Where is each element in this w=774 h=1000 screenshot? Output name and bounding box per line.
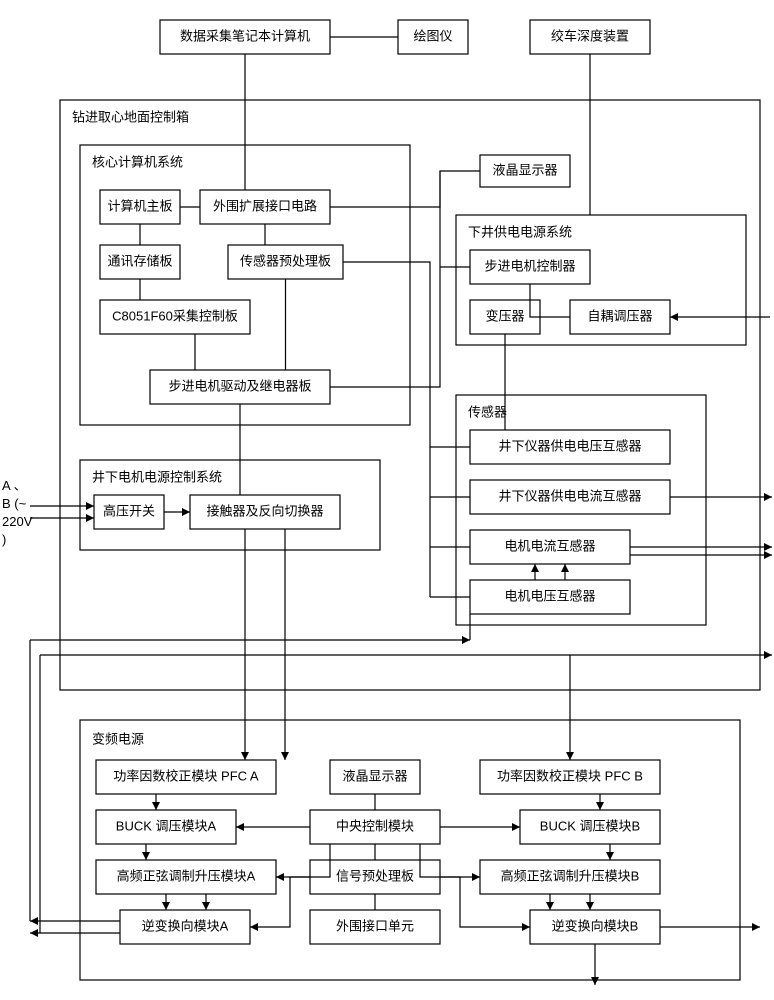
mvolt-up2-head-end xyxy=(561,564,569,572)
buck-a-label: BUCK 调压模块A xyxy=(116,818,217,833)
inv-b-label: 逆变换向模块B xyxy=(552,918,639,933)
curr-out-ext-head-end xyxy=(764,493,772,501)
invb-down-head-end xyxy=(591,977,599,985)
stepper-ctrl-label: 步进电机控制器 xyxy=(484,258,575,273)
central-hfsina-head-end xyxy=(276,873,284,881)
down-power-sys-title: 下井供电电源系统 xyxy=(468,224,572,239)
vfd-frame xyxy=(80,720,740,980)
motor-volt-label: 电机电压互感器 xyxy=(504,588,595,603)
sigpre-inva-head-end xyxy=(250,923,258,931)
pfc-a-label: 功率因数校正模块 PFC A xyxy=(113,768,259,783)
bucka-hfsina-head-end xyxy=(142,852,150,860)
inva-out2-head-end xyxy=(30,929,38,937)
ab-in-1-head-end xyxy=(86,502,94,510)
ab220v-0: A 、 xyxy=(2,478,27,493)
lcd-top-label: 液晶显示器 xyxy=(492,162,557,177)
buck-b-label: BUCK 调压模块B xyxy=(540,818,640,833)
central-buckb-head-end xyxy=(512,823,520,831)
mvolt-up1-head-end xyxy=(531,564,539,572)
ground-box-title: 钻进取心地面控制箱 xyxy=(72,109,189,124)
motor-curr-label: 电机电流互感器 xyxy=(504,538,595,553)
bus-640-head-end xyxy=(462,636,470,644)
ab-in-2-head-end xyxy=(86,514,94,522)
ab220v-1: B (~ xyxy=(2,496,27,511)
plotter-label: 绘图仪 xyxy=(413,28,452,43)
transformer-label: 变压器 xyxy=(485,308,524,323)
mainboard-label: 计算机主板 xyxy=(107,198,172,213)
buckb-hfsinb-head-end xyxy=(606,852,614,860)
periph-if-label: 外围扩展接口电路 xyxy=(213,198,317,213)
pfc-b-label: 功率因数校正模块 PFC B xyxy=(497,768,643,783)
core-sys-title: 核心计算机系统 xyxy=(92,154,183,169)
volt-xfmr-label: 井下仪器供电电压互感器 xyxy=(498,438,641,453)
ab220v-2: 220V xyxy=(2,514,33,529)
vfd-lcd-label: 液晶显示器 xyxy=(342,768,407,783)
sigpre-invb-line xyxy=(440,877,530,927)
data-laptop-label: 数据采集笔记本计算机 xyxy=(180,28,310,43)
vfd-periph-label: 外围接口单元 xyxy=(336,918,414,933)
inv-a-label: 逆变换向模块A xyxy=(142,918,229,933)
ab220v-3: ) xyxy=(2,532,6,547)
contactor-down2-head-end xyxy=(281,752,289,760)
curr-xfmr-label: 井下仪器供电电流互感器 xyxy=(498,488,641,503)
contactor-label: 接触器及反向切换器 xyxy=(206,503,323,518)
comm-store-label: 通讯存储板 xyxy=(107,253,172,268)
hv-contactor-head-end xyxy=(182,508,190,516)
invb-out-head-end xyxy=(752,923,760,931)
sig-pre-label: 信号预处理板 xyxy=(336,868,414,883)
winch-depth-label: 绞车深度装置 xyxy=(551,28,629,43)
hfsina-inva-1-head-end xyxy=(162,902,170,910)
sigpre-invb-head-end xyxy=(522,923,530,931)
hfsin-b-label: 高频正弦调制升压模块B xyxy=(501,868,640,883)
autotrans-in-head-end xyxy=(670,313,678,321)
hfsin-a-label: 高频正弦调制升压模块A xyxy=(117,868,256,883)
stepper-relay-label: 步进电机驱动及继电器板 xyxy=(168,378,311,393)
autotrans-label: 自耦调压器 xyxy=(587,308,652,323)
central-label: 中央控制模块 xyxy=(336,818,414,833)
central-bucka-head-end xyxy=(236,823,244,831)
hfsina-inva-2-head-end xyxy=(202,902,210,910)
relay-stepctrl xyxy=(330,267,440,387)
pfca-bucka-head-end xyxy=(152,802,160,810)
motor-power-ctrl-title: 井下电机电源控制系统 xyxy=(92,469,222,484)
hv-switch-label: 高压开关 xyxy=(103,503,155,518)
sensor-pre-label: 传感器预处理板 xyxy=(240,253,331,268)
inva-out1-head-end xyxy=(30,917,38,925)
contactor-down1-head-end xyxy=(241,752,249,760)
pfcb-buckb-head-end xyxy=(596,802,604,810)
sensepre-sensors xyxy=(343,262,470,447)
c8051-label: C8051F60采集控制板 xyxy=(112,308,238,323)
vfd-title: 变频电源 xyxy=(92,731,144,746)
hfsinb-invb-2-head-end xyxy=(546,902,554,910)
hfsinb-invb-1-head-end xyxy=(586,902,594,910)
central-hfsinb-head-end xyxy=(472,873,480,881)
mcurr-out-head-end xyxy=(764,543,772,551)
bus-655-head-end xyxy=(764,651,772,659)
mcurr-out2-head-end xyxy=(764,551,772,559)
bus-pfcb-head-end xyxy=(566,752,574,760)
periph-lcd xyxy=(330,171,480,207)
sigpre-inva-line xyxy=(250,877,310,927)
sensor-box-title: 传感器 xyxy=(468,404,507,419)
